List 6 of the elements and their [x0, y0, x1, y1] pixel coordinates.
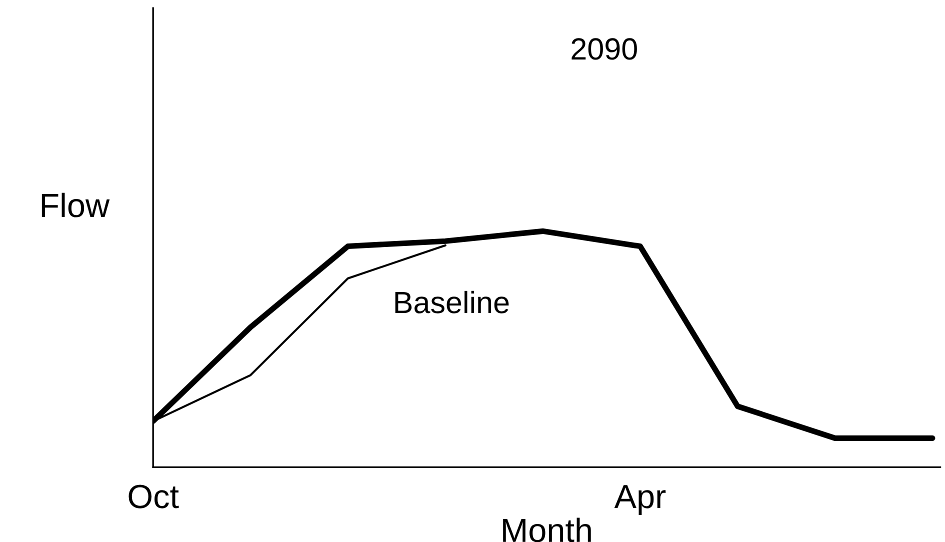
series-label: Baseline [395, 290, 509, 314]
y-axis-title: Flow [42, 192, 110, 218]
x-tick-label: Oct [128, 484, 179, 508]
chart-title: 2090 [572, 38, 637, 60]
x-tick-label: Apr [614, 485, 666, 515]
x-axis-title: Month [503, 518, 591, 542]
